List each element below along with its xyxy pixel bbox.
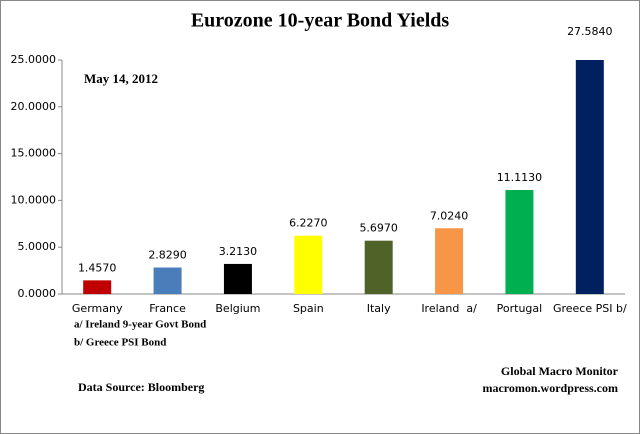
bar (153, 267, 182, 294)
x-tick-label: Spain (293, 302, 324, 315)
y-tick-label: 0.0000 (18, 287, 57, 300)
footnote: b/ Greece PSI Bond (74, 337, 166, 349)
x-tick-label: Italy (367, 302, 391, 315)
bar (294, 235, 323, 294)
y-tick-label: 25.0000 (11, 53, 57, 66)
date-note: May 14, 2012 (84, 71, 158, 86)
bar (435, 228, 464, 294)
x-tick-label: Greece PSI b/ (553, 302, 627, 315)
bar (364, 240, 393, 294)
value-label: 3.2130 (219, 245, 258, 258)
chart-title: Eurozone 10-year Bond Yields (191, 10, 450, 32)
footnote: a/ Ireland 9-year Govt Bond (74, 319, 206, 331)
source: Data Source: Bloomberg (78, 380, 204, 394)
bar (505, 189, 534, 294)
x-tick-label: Germany (72, 302, 123, 315)
y-tick-label: 15.0000 (11, 147, 57, 160)
x-tick-label: Ireland a/ (421, 302, 477, 315)
x-tick-label: France (149, 302, 186, 315)
bar (83, 280, 112, 294)
x-tick-label: Portugal (497, 302, 543, 315)
bar (575, 60, 604, 294)
value-label: 6.2270 (289, 217, 328, 230)
value-label: 27.5840 (567, 25, 613, 38)
value-label: 5.6970 (359, 222, 398, 235)
y-tick-label: 10.0000 (11, 193, 57, 206)
credit: macromon.wordpress.com (482, 381, 618, 395)
value-label: 1.4570 (78, 261, 117, 274)
credit: Global Macro Monitor (501, 364, 619, 378)
y-tick-label: 5.0000 (18, 240, 57, 253)
x-tick-label: Belgium (215, 302, 260, 315)
value-label: 2.8290 (148, 249, 187, 262)
bar (223, 263, 252, 294)
y-tick-label: 20.0000 (11, 100, 57, 113)
value-label: 7.0240 (430, 209, 469, 222)
value-label: 11.1130 (497, 171, 543, 184)
